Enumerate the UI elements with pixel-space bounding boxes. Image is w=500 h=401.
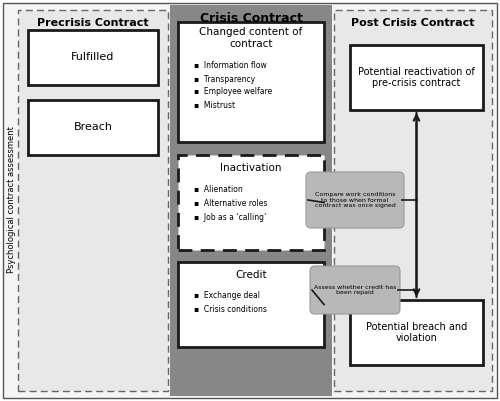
Text: ▪  Transparency: ▪ Transparency — [194, 75, 255, 83]
Bar — [178, 262, 324, 347]
Text: Changed content of
contract: Changed content of contract — [200, 27, 302, 49]
Bar — [334, 10, 492, 391]
Text: Assess whether credit has
been repaid: Assess whether credit has been repaid — [314, 285, 396, 296]
Bar — [28, 100, 158, 155]
Text: ▪  Employee welfare: ▪ Employee welfare — [194, 87, 272, 97]
Text: ▪  Alienation: ▪ Alienation — [194, 184, 243, 194]
Text: Compare work conditions
to those when formal
contract was once signed: Compare work conditions to those when fo… — [314, 192, 396, 208]
Bar — [28, 30, 158, 85]
Bar — [178, 22, 324, 142]
Bar — [170, 5, 332, 396]
Text: Breach: Breach — [74, 122, 112, 132]
Text: Inactivation: Inactivation — [220, 163, 282, 173]
Text: ▪  Crisis conditions: ▪ Crisis conditions — [194, 304, 267, 314]
Bar — [178, 155, 324, 250]
Text: Psychological contract assessment: Psychological contract assessment — [8, 127, 16, 273]
Text: Post Crisis Contract: Post Crisis Contract — [351, 18, 475, 28]
Bar — [18, 10, 168, 391]
Text: Potential breach and
violation: Potential breach and violation — [366, 322, 467, 343]
Text: Potential reactivation of
pre-crisis contract: Potential reactivation of pre-crisis con… — [358, 67, 475, 88]
Bar — [350, 300, 483, 365]
Text: Precrisis Contract: Precrisis Contract — [37, 18, 149, 28]
Text: Credit: Credit — [235, 270, 267, 280]
Text: Crisis Contract: Crisis Contract — [200, 12, 302, 24]
FancyBboxPatch shape — [306, 172, 404, 228]
Text: ▪  Information flow: ▪ Information flow — [194, 61, 267, 71]
Text: ▪  Exchange deal: ▪ Exchange deal — [194, 290, 260, 300]
Text: Fulfilled: Fulfilled — [72, 53, 114, 63]
Bar — [350, 45, 483, 110]
FancyBboxPatch shape — [310, 266, 400, 314]
Text: ▪  Job as a ‘calling’: ▪ Job as a ‘calling’ — [194, 213, 266, 221]
Text: ▪  Mistrust: ▪ Mistrust — [194, 101, 235, 109]
Text: ▪  Alternative roles: ▪ Alternative roles — [194, 198, 268, 207]
